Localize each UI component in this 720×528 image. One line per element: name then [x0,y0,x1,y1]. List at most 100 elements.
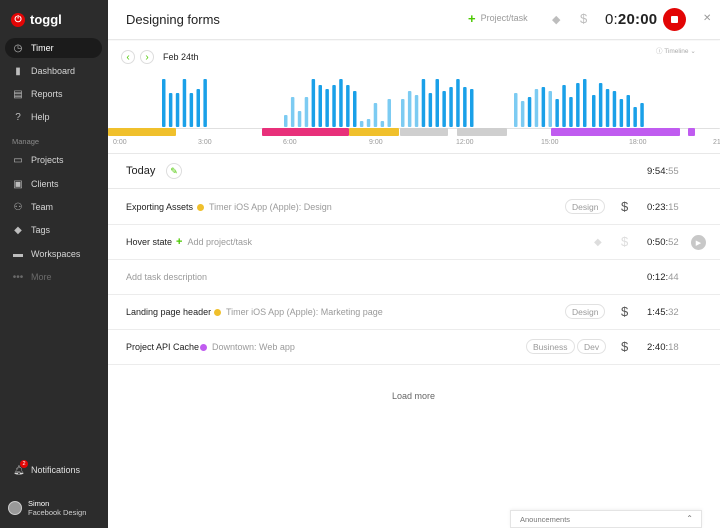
entry-description-placeholder[interactable]: Add task description [126,272,208,282]
help-icon: ? [15,111,21,123]
day-total-duration: 9:54:55 [647,166,679,177]
activity-bar [463,87,467,127]
entry-project[interactable]: Timer iOS App (Apple): Marketing page [214,307,383,317]
sidebar-item-label: Projects [31,155,64,165]
billable-dollar-icon[interactable]: $ [621,339,629,354]
continue-entry-button[interactable]: ▶ [691,235,706,250]
billable-dollar-icon[interactable]: $ [621,304,629,319]
billable-dollar-icon[interactable]: $ [621,234,629,249]
entry-description[interactable]: Landing page header [126,307,212,317]
activity-bar [401,99,405,127]
entry-duration[interactable]: 0:12:44 [647,272,679,283]
power-icon: ⏻ [11,12,25,27]
add-project-button[interactable]: + Project/task [468,12,528,25]
total-seconds: 55 [668,166,679,177]
time-entry-row[interactable]: Landing page header Timer iOS App (Apple… [108,295,720,330]
activity-bar [576,83,580,127]
close-icon[interactable]: ✕ [703,13,712,24]
duration-main: 0:12: [647,272,669,283]
edit-day-button[interactable]: ✎ [166,163,182,179]
chevron-left-icon: ‹ [126,51,130,63]
app-name: toggl [30,12,62,27]
duration-seconds: 18 [668,342,679,353]
sidebar-item-label: Dashboard [31,66,76,76]
tag-icon[interactable]: ◆ [594,237,602,248]
next-day-button[interactable]: › [140,50,154,64]
activity-bar [414,95,419,127]
announcements-panel[interactable]: Anouncements ⌃ [510,510,702,528]
chevron-up-icon: ⌃ [686,514,693,523]
play-icon: ▶ [695,239,702,247]
toggl-logo[interactable]: ⏻ toggl [11,12,62,27]
day-label: Today [126,165,156,177]
entry-description[interactable]: Exporting Assets [126,202,194,212]
entry-project[interactable]: Downtown: Web app [200,342,295,352]
activity-bar [311,79,316,127]
entry-duration[interactable]: 0:50:52 [647,237,679,248]
activity-bar [520,101,525,127]
sidebar-item-reports[interactable]: ▤ Reports [5,84,102,104]
timeline-date[interactable]: Feb 24th [163,52,199,62]
sidebar-item-help[interactable]: ? Help [5,107,102,127]
project-label: Timer iOS App (Apple): Marketing page [226,307,383,317]
activity-bar [514,93,518,127]
prev-day-button[interactable]: ‹ [121,50,135,64]
activity-bar [541,87,546,127]
activity-bar [339,79,343,127]
sidebar-item-timer[interactable]: ◷ Timer [5,38,102,58]
timeline-mode-label: Timeline [664,48,689,55]
sidebar-item-team[interactable]: ⚇ Team [5,197,102,217]
timeline-entry-segment [108,128,176,136]
activity-bar [290,97,295,127]
duration-seconds: 15 [668,202,679,213]
user-profile[interactable]: Simon Facebook Design [8,499,86,517]
activity-bar [387,99,391,127]
duration-seconds: 44 [668,272,679,283]
entry-description[interactable]: Project API Cache [126,342,200,352]
timeline-entry-segment [688,128,695,136]
timeline-activity-chart[interactable] [108,41,720,141]
current-entry-description[interactable]: Designing forms [126,12,220,27]
tag-pill[interactable]: Business [526,339,575,354]
activity-bar [182,79,187,127]
timeline-entry-segment [262,128,349,136]
add-project-link[interactable]: + Add project/task [176,235,252,248]
activity-bar [605,89,610,127]
notifications-button[interactable]: 🔔︎ 2 Notifications [13,460,80,475]
billable-dollar-icon[interactable]: $ [621,199,629,214]
sidebar-item-tags[interactable]: ◆ Tags [5,220,102,240]
activity-bar [534,89,539,127]
stop-timer-button[interactable] [663,8,686,31]
running-timer[interactable]: 0:20:00 [605,11,657,28]
activity-bar [332,85,336,127]
activity-bar [380,121,385,127]
sidebar-item-more[interactable]: ••• More [5,267,102,287]
chevron-right-icon: › [145,51,149,63]
total-main: 9:54: [647,166,669,177]
entry-description[interactable]: Hover state [126,237,173,247]
entry-duration[interactable]: 1:45:32 [647,307,679,318]
sidebar-item-dashboard[interactable]: ▮ Dashboard [5,61,102,81]
time-entry-row[interactable]: Add task description 0:12:44 [108,260,720,295]
sidebar-item-projects[interactable]: ▭ Projects [5,150,102,170]
billable-dollar-icon[interactable]: $ [580,11,588,26]
timeline: ‹ › Feb 24th ⓘ Timeline ⌄ 0:00 3:00 6:00… [108,41,720,154]
tag-pill[interactable]: Dev [577,339,607,354]
tag-pill[interactable]: Design [565,304,606,319]
sidebar-item-workspaces[interactable]: ▬ Workspaces [5,244,102,264]
sidebar-item-clients[interactable]: ▣ Clients [5,174,102,194]
tag-icon[interactable]: ◆ [552,14,561,26]
sidebar-item-label: Tags [31,225,51,235]
entry-duration[interactable]: 2:40:18 [647,342,679,353]
load-more-button[interactable]: Load more [392,391,436,401]
tag-pill[interactable]: Design [565,199,606,214]
entry-duration[interactable]: 0:23:15 [647,202,679,213]
time-entry-row[interactable]: Hover state + Add project/task ◆ $ 0:50:… [108,225,720,260]
time-entry-row[interactable]: Project API Cache Downtown: Web app Busi… [108,330,720,365]
timeline-mode-selector[interactable]: ⓘ Timeline ⌄ [656,45,696,55]
plus-icon: + [176,235,183,248]
tag-icon: ◆ [14,224,22,236]
sidebar-item-label: Workspaces [31,249,81,259]
time-entry-row[interactable]: Exporting Assets Timer iOS App (Apple): … [108,190,720,225]
entry-project[interactable]: Timer iOS App (Apple): Design [197,202,332,212]
